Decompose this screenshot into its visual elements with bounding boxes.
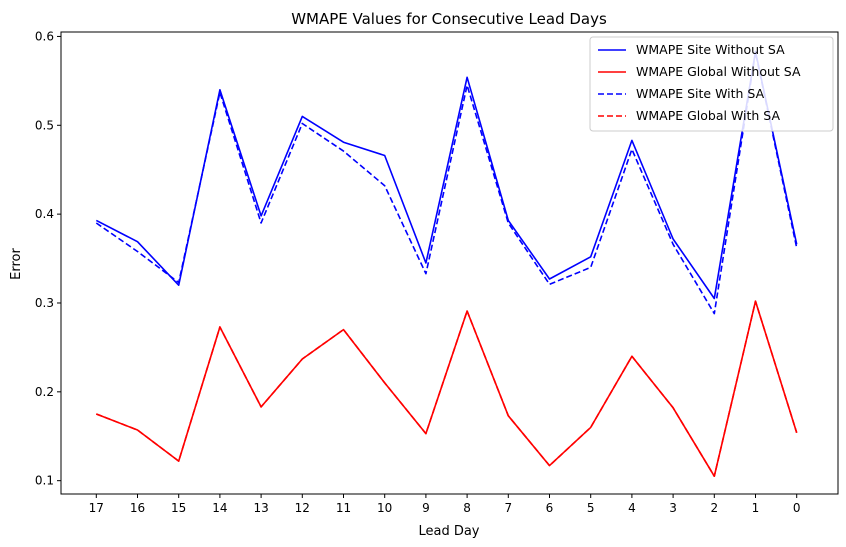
series-layer	[95, 50, 798, 478]
y-axis-label: Error	[9, 248, 24, 280]
series-line-3	[95, 51, 798, 315]
legend-label: WMAPE Global With SA	[636, 108, 780, 123]
x-tick-label: 13	[253, 501, 268, 515]
x-tick-label: 3	[669, 501, 677, 515]
x-tick-label: 7	[504, 501, 512, 515]
x-tick-label: 8	[463, 501, 471, 515]
legend-box	[589, 36, 834, 132]
x-tick-label: 0	[793, 501, 801, 515]
plot-area-frame	[60, 31, 839, 495]
x-tick-label: 6	[546, 501, 554, 515]
x-tick-label: 4	[628, 501, 636, 515]
x-tick-label: 11	[336, 501, 351, 515]
x-tick-label: 12	[295, 501, 310, 515]
x-tick-label: 17	[89, 501, 104, 515]
legend-label: WMAPE Global Without SA	[636, 64, 801, 79]
legend-label: WMAPE Site Without SA	[636, 42, 785, 57]
y-tick-label: 0.6	[35, 29, 54, 43]
x-axis-label: Lead Day	[418, 524, 479, 539]
x-tick-label: 9	[422, 501, 430, 515]
x-tick-label: 1	[752, 501, 760, 515]
x-tick-label: 5	[587, 501, 595, 515]
x-tick-label: 14	[212, 501, 227, 515]
x-axis: 17 16 15 14 13 12 11 10 9 8 7 6 5 4 3 2 1 0	[89, 494, 801, 515]
series-line-4	[96, 300, 798, 478]
y-axis: 0.1 0.2 0.3 0.4 0.5 0.6	[35, 29, 61, 488]
x-tick-label: 2	[710, 501, 718, 515]
y-tick-label: 0.2	[35, 385, 54, 399]
x-tick-label: 16	[130, 501, 145, 515]
legend-label: WMAPE Site With SA	[636, 86, 765, 101]
legend: WMAPE Site Without SA WMAPE Global Withou…	[589, 36, 834, 132]
chart-title: WMAPE Values for Consecutive Lead Days	[291, 10, 607, 28]
x-tick-label: 10	[377, 501, 392, 515]
y-tick-label: 0.4	[35, 207, 54, 221]
y-tick-label: 0.5	[35, 118, 54, 132]
x-tick-label: 15	[171, 501, 186, 515]
y-tick-label: 0.3	[35, 296, 54, 310]
y-tick-label: 0.1	[35, 474, 54, 488]
